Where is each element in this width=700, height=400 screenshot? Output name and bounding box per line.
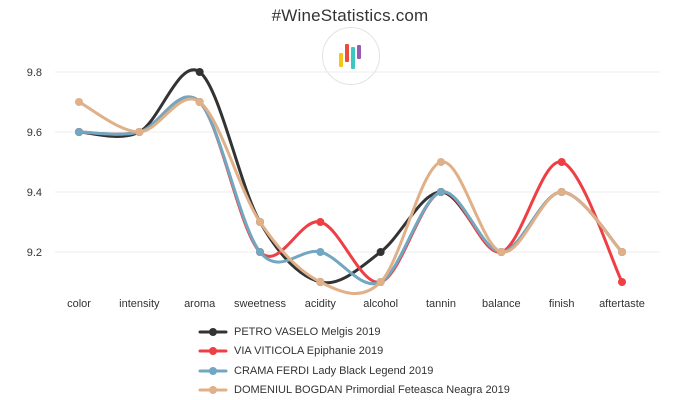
- data-point[interactable]: [135, 128, 144, 136]
- series-2: [75, 95, 626, 286]
- x-tick-label: tannin: [426, 298, 456, 310]
- data-point[interactable]: [376, 278, 385, 286]
- data-point[interactable]: [618, 248, 626, 256]
- data-point[interactable]: [376, 248, 385, 256]
- data-point[interactable]: [256, 248, 264, 256]
- y-axis-ticks: 9.2 9.4 9.6 9.8: [27, 67, 42, 259]
- y-tick-label: 9.6: [27, 127, 42, 139]
- winestatistics-logo: [322, 27, 380, 85]
- x-tick-label: aftertaste: [599, 298, 645, 310]
- legend-label: DOMENIUL BOGDAN Primordial Feteasca Neag…: [234, 384, 510, 397]
- chart-legend: PETRO VASELO Melgis 2019 VIA VITICOLA Epi…: [198, 322, 510, 400]
- data-point[interactable]: [195, 98, 204, 106]
- y-tick-label: 9.8: [27, 67, 42, 79]
- legend-label: PETRO VASELO Melgis 2019: [234, 325, 381, 338]
- y-tick-label: 9.4: [27, 187, 42, 199]
- data-point[interactable]: [437, 188, 445, 196]
- series-4: [75, 97, 626, 296]
- data-point[interactable]: [618, 278, 626, 286]
- data-point[interactable]: [75, 98, 83, 106]
- legend-label: CRAMA FERDI Lady Black Legend 2019: [234, 364, 434, 377]
- legend-item[interactable]: PETRO VASELO Melgis 2019: [198, 322, 510, 342]
- series-line: [77, 95, 624, 284]
- x-tick-label: alcohol: [363, 298, 398, 310]
- legend-item[interactable]: VIA VITICOLA Epiphanie 2019: [198, 342, 510, 362]
- x-axis-ticks: color intensity aroma sweetness acidity alcoh…: [67, 298, 645, 310]
- bar-chart-logo-icon: [339, 44, 361, 69]
- y-tick-label: 9.2: [27, 247, 42, 259]
- series-line: [77, 97, 624, 296]
- data-point[interactable]: [195, 68, 204, 76]
- x-tick-label: aroma: [184, 298, 216, 310]
- legend-swatch-icon: [198, 347, 228, 356]
- data-point[interactable]: [557, 188, 566, 196]
- data-point[interactable]: [316, 278, 325, 286]
- series-lines: [75, 68, 626, 296]
- legend-label: VIA VITICOLA Epiphanie 2019: [234, 345, 384, 358]
- x-tick-label: sweetness: [234, 298, 286, 310]
- data-point[interactable]: [437, 158, 445, 166]
- x-tick-label: intensity: [119, 298, 160, 310]
- legend-item[interactable]: CRAMA FERDI Lady Black Legend 2019: [198, 361, 510, 381]
- data-point[interactable]: [497, 248, 506, 256]
- series-line: [77, 68, 624, 285]
- chart-title: #WineStatistics.com: [271, 6, 429, 25]
- data-point[interactable]: [75, 128, 83, 136]
- data-point[interactable]: [316, 218, 325, 226]
- legend-swatch-icon: [198, 327, 228, 336]
- data-point[interactable]: [316, 248, 325, 256]
- x-tick-label: balance: [482, 298, 521, 310]
- data-point[interactable]: [256, 218, 264, 226]
- grid-lines: [55, 71, 660, 253]
- x-tick-label: acidity: [305, 298, 337, 310]
- legend-item[interactable]: DOMENIUL BOGDAN Primordial Feteasca Neag…: [198, 381, 510, 400]
- data-point[interactable]: [557, 158, 566, 166]
- legend-swatch-icon: [198, 386, 228, 395]
- legend-swatch-icon: [198, 366, 228, 375]
- x-tick-label: finish: [549, 298, 575, 310]
- x-tick-label: color: [67, 298, 91, 310]
